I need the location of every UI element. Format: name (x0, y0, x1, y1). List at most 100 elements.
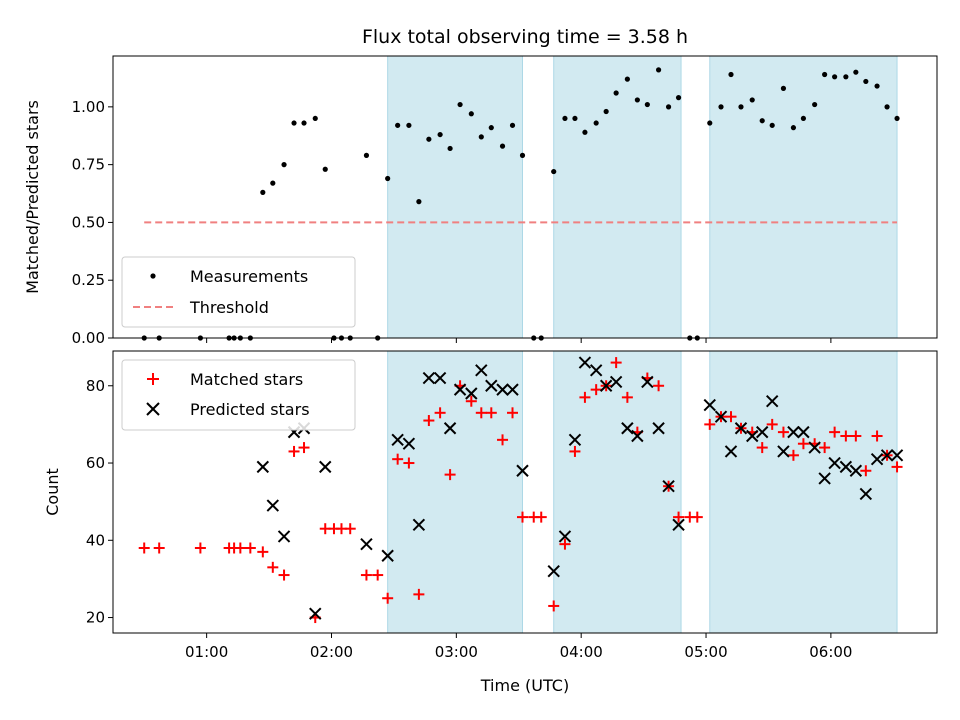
measurement-point (665, 104, 672, 110)
predicted-star-point (828, 456, 841, 470)
matched-star-point (766, 418, 778, 430)
measurement-point (519, 152, 526, 158)
predicted-star-point (433, 371, 447, 385)
matched-star-point (465, 395, 477, 407)
chart-title: Flux total observing time = 3.58 h (362, 26, 688, 48)
x-axis-label: Time (UTC) (480, 676, 569, 695)
y-tick-label: 0.25 (72, 271, 105, 289)
predicted-star-point (266, 499, 280, 512)
matched-star-point (621, 391, 633, 403)
matched-star-point (777, 426, 789, 438)
measurement-point (790, 125, 797, 131)
count-legend-box (121, 359, 356, 431)
measurement-point (832, 74, 838, 80)
measurement-point (874, 83, 880, 89)
predicted-star-point (621, 422, 634, 435)
measurement-point (447, 145, 453, 152)
legend-label-predicted-stars: Predicted stars (190, 400, 310, 419)
measurement-point (406, 122, 412, 128)
matched-star-point (413, 588, 425, 600)
matched-star-point (860, 465, 872, 477)
matched-star-point (673, 511, 685, 523)
measurement-point (260, 189, 266, 195)
x-tick-label: 04:00 (560, 643, 603, 661)
measurement-point (312, 115, 318, 122)
predicted-star-point (734, 422, 748, 435)
measurement-point (644, 101, 650, 108)
matched-star-point (579, 391, 591, 403)
measurement-point (624, 76, 630, 82)
matched-star-point (850, 430, 862, 442)
matched-star-point (257, 546, 269, 558)
matched-star-point (434, 407, 446, 419)
measurement-point (281, 162, 287, 168)
predicted-star-point (662, 479, 675, 493)
legend-marker-matched-stars (147, 373, 159, 385)
predicted-star-point (756, 425, 769, 439)
matched-star-point (382, 592, 394, 604)
matched-star-point (725, 411, 737, 423)
observing-span-2 (553, 350, 682, 634)
matched-star-point (288, 445, 300, 457)
matched-star-point (891, 461, 903, 473)
predicted-star-point (516, 464, 529, 477)
x-tick-label: 06:00 (809, 643, 852, 661)
matched-star-point (153, 542, 165, 554)
measurement-point (822, 71, 828, 78)
predicted-star-point (859, 487, 873, 501)
predicted-star-point (818, 472, 831, 485)
measurement-point (499, 143, 506, 149)
matched-star-point (244, 542, 256, 554)
measurement-point (593, 120, 599, 126)
predicted-star-point (422, 371, 436, 385)
measurement-point (488, 125, 494, 131)
measurement-point (853, 69, 859, 75)
matched-star-point (485, 407, 497, 419)
predicted-star-point (465, 387, 478, 400)
predicted-star-point (412, 518, 426, 532)
measurement-point (322, 166, 328, 172)
predicted-star-point (652, 422, 665, 435)
matched-star-point (871, 430, 883, 442)
measurement-point (270, 180, 276, 186)
measurement-point (437, 131, 443, 138)
predicted-star-point (381, 549, 394, 562)
predicted-star-point (714, 410, 728, 423)
measurement-point (291, 120, 297, 126)
matched-star-point (234, 542, 246, 554)
predicted-star-point (609, 375, 623, 389)
observing-span-1 (387, 350, 524, 634)
predicted-star-point (496, 383, 509, 396)
predicted-star-point (808, 441, 821, 454)
measurement-point (551, 168, 557, 175)
matched-star-point (653, 380, 665, 392)
predicted-star-point (443, 422, 457, 435)
observing-span-3 (709, 55, 898, 339)
measurement-point (769, 122, 775, 128)
ratio-y-ticks: 0.00 0.25 0.50 0.75 1.00 (72, 98, 113, 347)
ratio-panel: 0.00 0.25 0.50 0.75 1.00 Flux total observin… (23, 26, 938, 347)
matched-star-point (278, 569, 290, 581)
x-tick-label: 03:00 (435, 643, 478, 661)
matched-star-point (756, 442, 768, 454)
predicted-star-point (589, 364, 603, 377)
count-y-axis-label: Count (43, 468, 62, 516)
observing-spans-bottom (387, 350, 898, 634)
measurement-point (894, 115, 900, 122)
matched-star-point (548, 600, 560, 612)
observing-span-2 (553, 55, 682, 339)
predicted-star-point (870, 452, 884, 466)
observing-span-1 (387, 55, 524, 339)
matched-star-point (610, 357, 622, 369)
measurement-point (812, 101, 818, 108)
predicted-star-point (402, 437, 416, 450)
matched-star-point (787, 449, 799, 461)
count-legend: Matched stars Predicted stars (121, 359, 356, 431)
measurement-point (478, 134, 484, 140)
y-tick-label: 40 (86, 531, 105, 549)
matched-star-point (138, 542, 150, 554)
predicted-star-point (558, 530, 572, 543)
predicted-star-point (599, 379, 613, 392)
measurement-point (728, 71, 734, 78)
matched-star-point (444, 469, 456, 481)
